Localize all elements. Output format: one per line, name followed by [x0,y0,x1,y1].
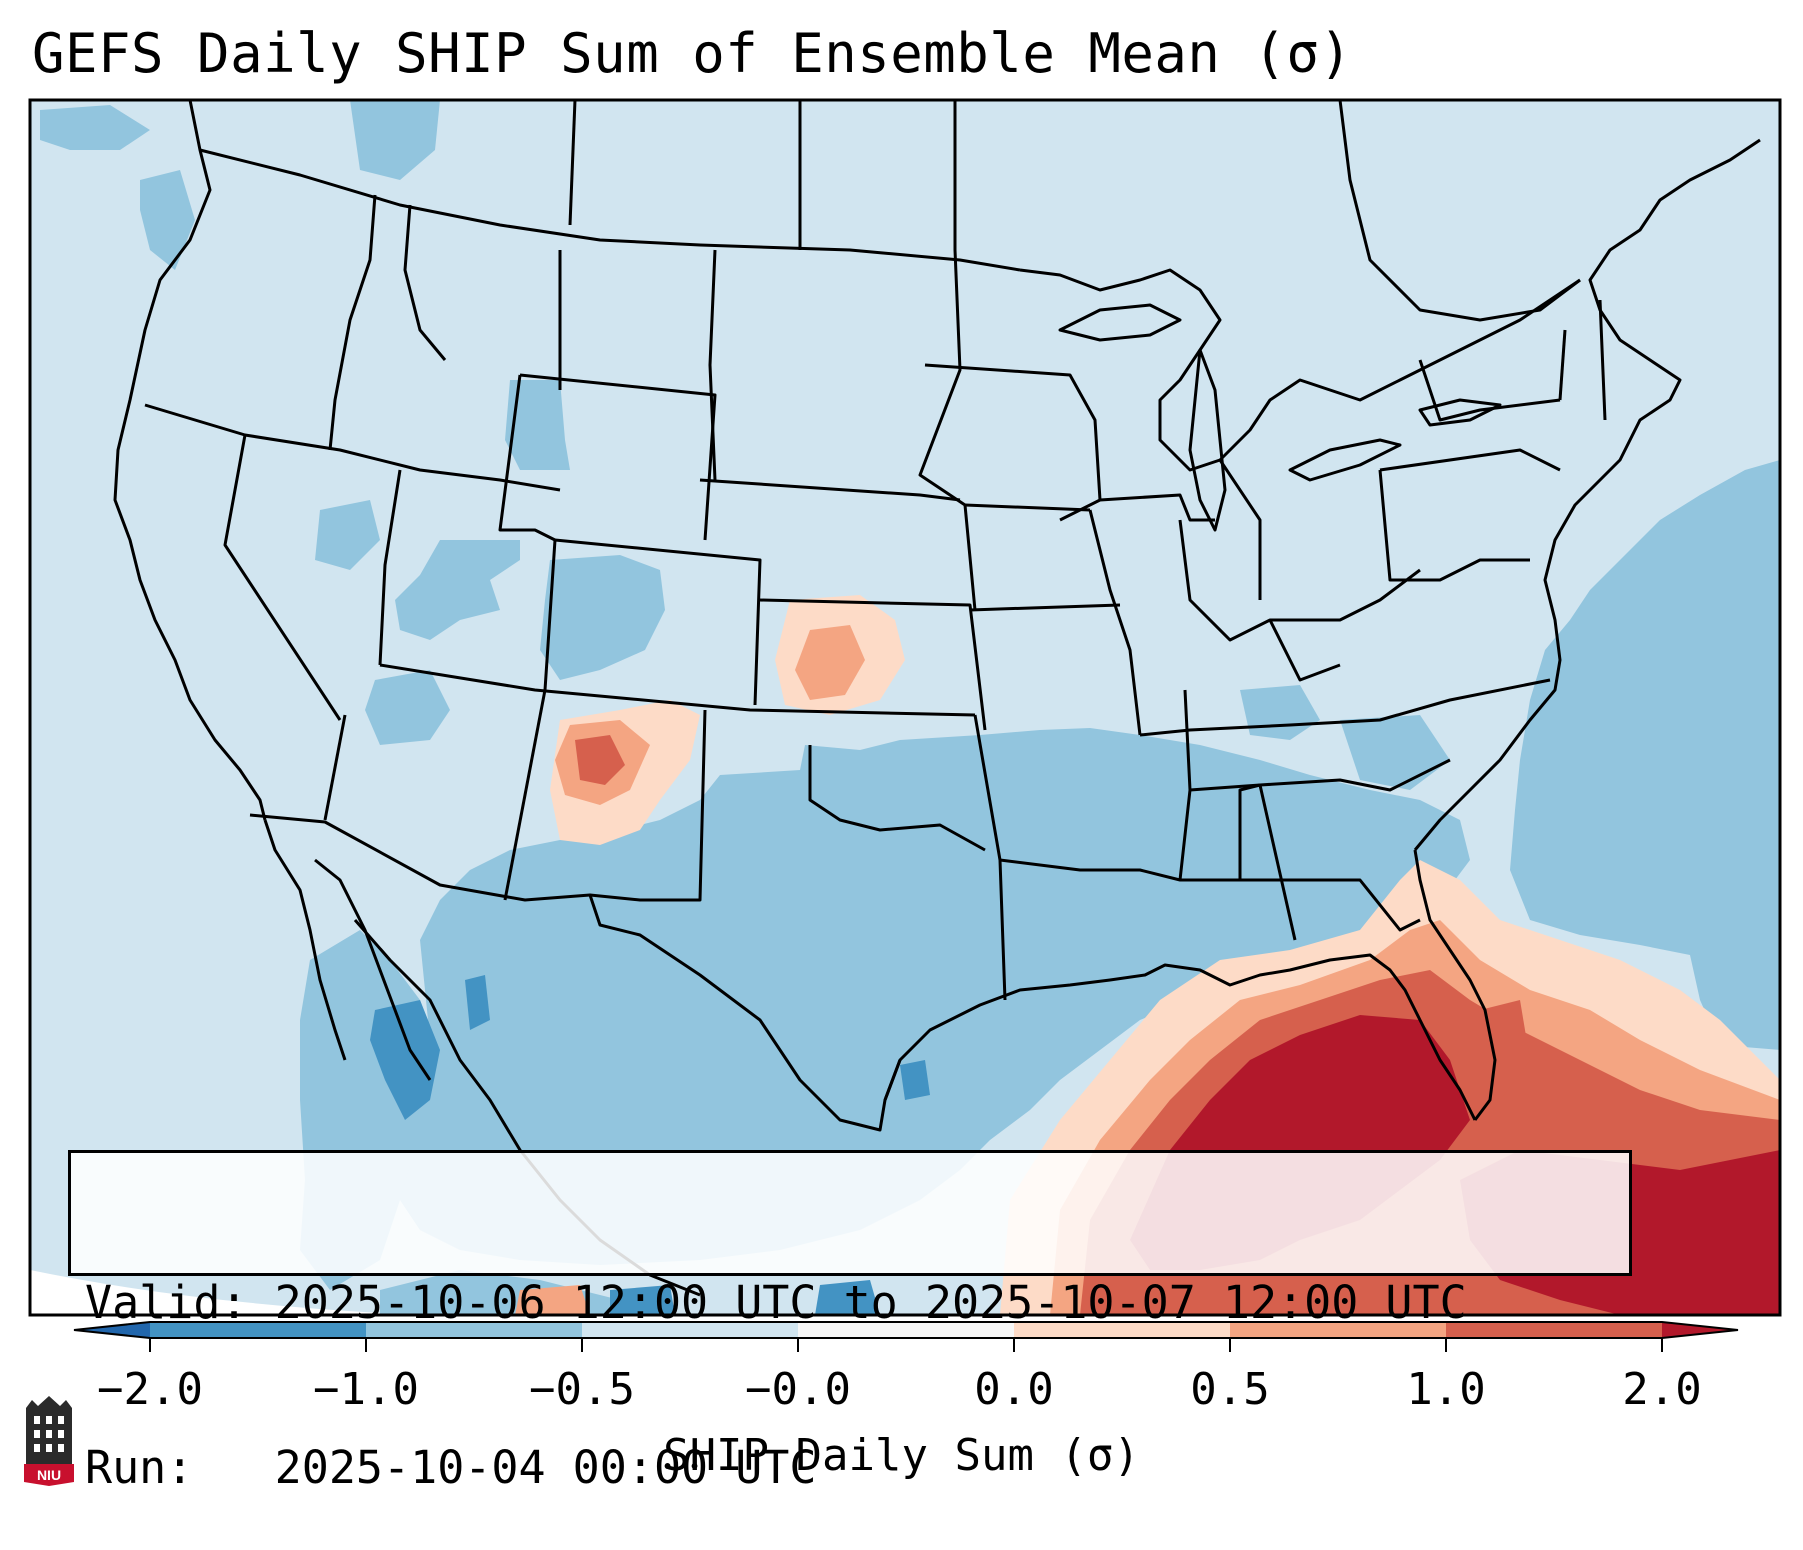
strong-negative-field [370,975,930,1315]
colorbar-segment [366,1322,582,1338]
logo-text: NIU [37,1467,61,1483]
colorbar-tick-label: −0.5 [529,1364,635,1415]
colorbar-segment [1230,1322,1446,1338]
colorbar-tick-label: −0.0 [745,1364,851,1415]
colorbar-segment [150,1322,366,1338]
colorbar-segment [1014,1322,1230,1338]
positive-anomaly-inland [550,595,905,845]
colorbar-segment [1446,1322,1662,1338]
colorbar-tick-label: 2.0 [1622,1364,1702,1415]
chart-title: GEFS Daily SHIP Sum of Ensemble Mean (σ) [32,22,1353,85]
map-frame [28,98,1782,1317]
colorbar [73,1321,1739,1352]
colorbar-segment-extend-high [1662,1322,1738,1338]
colorbar-segment [582,1322,798,1338]
colorbar-tick-label: 0.0 [974,1364,1054,1415]
colorbar-label: SHIP Daily Sum (σ) [663,1430,1140,1481]
colorbar-tick-label: −2.0 [97,1364,203,1415]
colorbar-tick-label: 1.0 [1406,1364,1486,1415]
colorbar-tick-label: −1.0 [313,1364,419,1415]
domain-corner [30,1270,420,1315]
run-line: Run: 2025-10-04 00:00 UTC [85,1441,817,1494]
niu-logo: NIU [24,1396,74,1486]
colorbar-segment [798,1322,1014,1338]
colorbar-segment-extend-low [74,1322,150,1338]
valid-run-info-box: Valid: 2025-10-06 12:00 UTC to 2025-10-0… [68,1150,1632,1494]
boundary-lines [113,100,1761,1297]
colorbar-tick-label: 0.5 [1190,1364,1270,1415]
valid-line: Valid: 2025-10-06 12:00 UTC to 2025-10-0… [85,1276,1467,1329]
map-panel [30,100,1780,1315]
